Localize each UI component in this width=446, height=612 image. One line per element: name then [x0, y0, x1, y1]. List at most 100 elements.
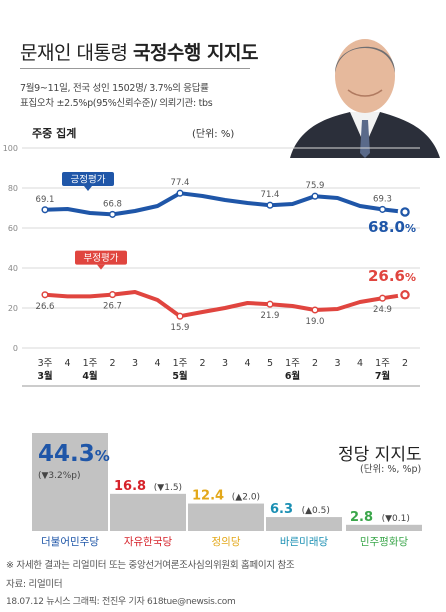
x-week-label: 2	[199, 358, 205, 369]
y-tick-label: 60	[8, 224, 18, 233]
data-point	[311, 192, 319, 200]
title-bold: 국정수행 지지도	[132, 42, 258, 64]
party-bar	[266, 517, 342, 531]
data-point	[108, 291, 117, 299]
x-month-label: 6월	[285, 370, 300, 382]
data-point-latest-center	[402, 209, 408, 215]
x-week-label: 4	[357, 358, 363, 369]
party-name-label: 바른미래당	[280, 536, 329, 548]
approval-line-chart: 0 20 40 60 80 100 69.1 66.8 77.4 71.4 75.9 69.3 68.0…	[3, 144, 420, 387]
y-tick-label: 80	[8, 184, 18, 193]
survey-info-line1: 7월9~11일, 전국 성인 1502명/ 3.7%의 응답률	[20, 83, 209, 94]
series-name: 부정평가	[84, 253, 119, 264]
y-tick-label: 20	[8, 304, 18, 313]
x-week-label: 4	[64, 358, 70, 369]
x-week-label: 1주	[83, 358, 98, 369]
data-point	[266, 300, 274, 308]
party-change-label: (▼3.2%p)	[38, 471, 81, 481]
series-tag-box	[62, 172, 114, 186]
x-week-label: 4	[244, 358, 250, 369]
party-change-label: (▼0.1)	[382, 514, 410, 524]
series-line-positive	[44, 191, 406, 217]
title-plain: 문재인 대통령	[20, 42, 133, 64]
data-label: 75.9	[306, 181, 325, 191]
series-name: 긍정평가	[71, 175, 106, 186]
data-point	[176, 312, 184, 320]
party-bar	[110, 493, 186, 531]
party-value-label: 2.8	[350, 510, 373, 525]
party-value-label: 16.8	[114, 479, 146, 494]
party-value-label: 44.3%	[38, 441, 110, 467]
x-week-label: 1주	[375, 358, 390, 369]
page-title: 문재인 대통령 국정수행 지지도	[20, 38, 258, 65]
data-label: 21.9	[261, 311, 280, 321]
line-chart-title: 주중 집계	[32, 127, 77, 140]
party-chart-title: 정당 지지도	[338, 445, 422, 465]
series-tag-box	[75, 250, 127, 265]
series-line-negative	[44, 290, 406, 319]
x-week-label: 5	[267, 358, 273, 369]
series-tag-pointer	[97, 264, 105, 270]
x-week-label: 1주	[173, 358, 188, 369]
x-week-label: 3	[132, 358, 138, 369]
latest-value-label: 68.0%	[368, 218, 416, 236]
data-label: 69.1	[36, 195, 55, 205]
party-name-label: 자유한국당	[124, 536, 173, 548]
data-label: 71.4	[261, 190, 280, 200]
y-tick-label: 100	[3, 144, 18, 153]
x-week-label: 2	[402, 358, 408, 369]
party-bar	[188, 503, 264, 531]
party-change-label: (▲0.5)	[302, 506, 330, 516]
x-week-label: 2	[109, 358, 115, 369]
party-bar	[346, 524, 422, 531]
x-month-label: 3월	[37, 370, 52, 382]
series-tag-pointer	[84, 186, 92, 191]
data-label: 69.3	[373, 194, 392, 204]
party-name-label: 민주평화당	[360, 536, 409, 548]
data-point	[41, 206, 49, 214]
data-label: 26.6	[36, 302, 55, 312]
data-point	[311, 306, 319, 314]
x-month-label: 5월	[172, 370, 187, 382]
y-tick-label: 40	[8, 264, 18, 273]
x-week-label: 2	[312, 358, 318, 369]
x-week-label: 1주	[285, 358, 300, 369]
data-point	[41, 291, 49, 299]
x-week-label: 3	[222, 358, 228, 369]
footer-credit: 18.07.12 뉴시스 그래픽: 전진우 기자 618tue@newsis.c…	[6, 597, 236, 607]
party-bar-chart: 44.3% (▼3.2%p) 더불어민주당 16.8 (▼1.5) 자유한국당 12.4 (▲…	[32, 433, 422, 548]
party-chart-unit: (단위: %, %p)	[360, 464, 422, 475]
data-point-latest-center	[402, 292, 408, 298]
y-tick-label: 0	[13, 344, 18, 353]
data-label: 77.4	[171, 178, 190, 188]
data-label: 24.9	[373, 305, 392, 315]
data-point	[176, 189, 184, 197]
line-chart-unit: (단위: %)	[192, 129, 235, 140]
latest-value-label: 26.6%	[368, 267, 416, 285]
data-label: 15.9	[171, 323, 190, 333]
title-rule	[20, 68, 250, 69]
x-month-label: 7월	[375, 370, 390, 382]
x-week-label: 4	[154, 358, 160, 369]
party-bar	[32, 433, 108, 531]
president-portrait	[290, 39, 440, 158]
x-month-label: 4월	[82, 370, 97, 382]
x-week-label: 3주	[38, 358, 53, 369]
data-label: 66.8	[103, 199, 122, 209]
party-name-label: 더불어민주당	[41, 536, 99, 548]
party-value-label: 12.4	[192, 489, 224, 504]
data-point	[378, 294, 387, 302]
party-name-label: 정의당	[212, 536, 241, 548]
party-change-label: (▼1.5)	[154, 483, 182, 493]
data-point	[108, 210, 117, 218]
data-label: 26.7	[103, 302, 122, 312]
x-week-label: 3	[334, 358, 340, 369]
footer-note: ※ 자세한 결과는 리얼미터 또는 중앙선거여론조사심의위원회 홈페이지 참조	[6, 560, 295, 571]
data-point	[266, 201, 274, 209]
data-label: 19.0	[306, 317, 325, 327]
party-value-label: 6.3	[270, 502, 293, 517]
data-point	[378, 205, 387, 213]
footer-source: 자료: 리얼미터	[6, 579, 63, 590]
party-change-label: (▲2.0)	[232, 493, 260, 503]
